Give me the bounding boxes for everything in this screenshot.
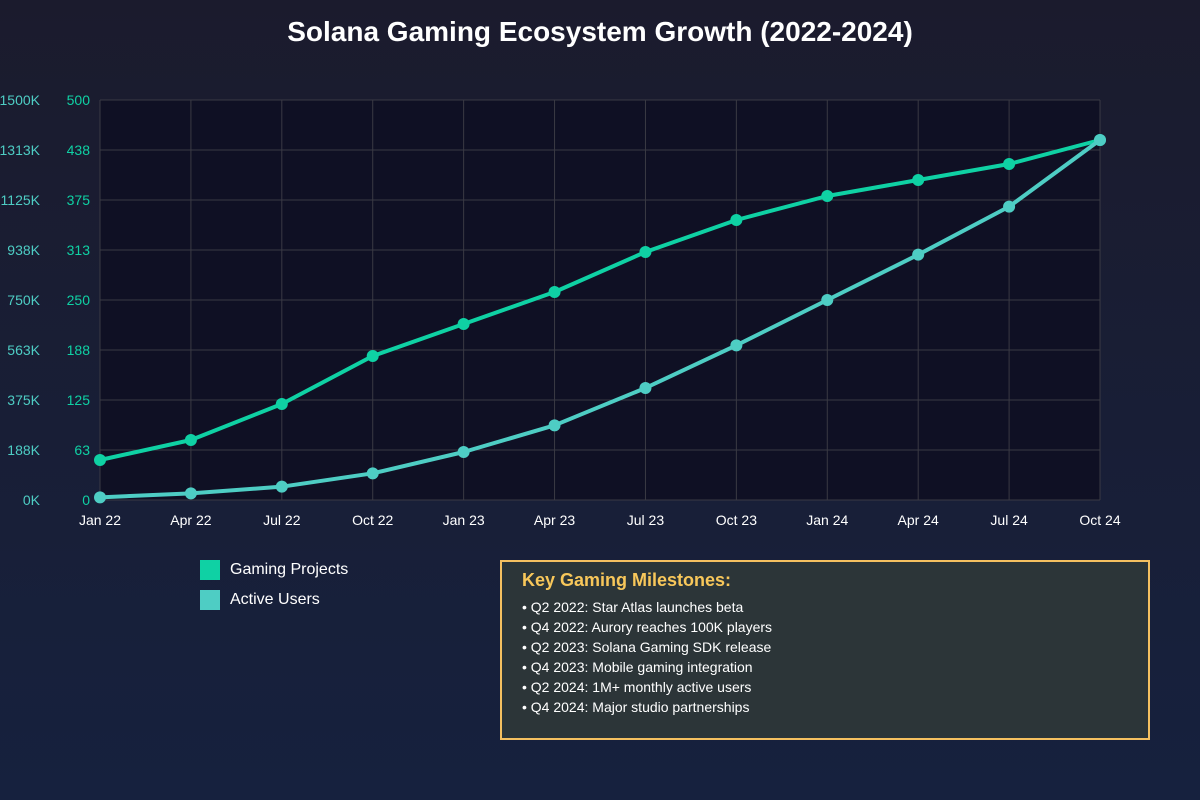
- x-tick-label: Jan 24: [806, 512, 848, 528]
- data-point-gaming-projects: [639, 246, 652, 258]
- data-point-gaming-projects: [821, 190, 834, 202]
- milestone-item: • Q2 2024: 1M+ monthly active users: [522, 679, 752, 695]
- x-tick-label: Jan 23: [443, 512, 485, 528]
- y-tick-label-users: 1500K: [0, 92, 41, 108]
- y-tick-label-projects: 63: [74, 442, 90, 458]
- y-axis-users-ticks: 0K 188K 375K 563K 750K 938K 1125K 1313K 1500K: [0, 92, 41, 508]
- series: [94, 134, 1106, 504]
- x-tick-label: Oct 23: [716, 512, 757, 528]
- y-tick-label-projects: 438: [67, 142, 91, 158]
- legend-item-active-users: Active Users: [200, 590, 348, 610]
- x-tick-label: Apr 22: [170, 512, 211, 528]
- legend-item-gaming-projects: Gaming Projects: [200, 560, 348, 580]
- y-tick-label-users: 1125K: [1, 192, 41, 208]
- milestone-item: • Q4 2022: Aurory reaches 100K players: [522, 619, 773, 635]
- legend: Gaming Projects Active Users: [200, 560, 348, 620]
- data-point-gaming-projects: [94, 454, 106, 466]
- y-tick-label-projects: 500: [67, 92, 91, 108]
- y-tick-label-projects: 0: [82, 492, 90, 508]
- series-line-active-users: [99, 138, 1102, 500]
- x-tick-label: Oct 24: [1079, 512, 1120, 528]
- milestone-item: • Q4 2023: Mobile gaming integration: [522, 659, 753, 675]
- y-tick-label-users: 375K: [7, 392, 40, 408]
- data-point-active-users: [821, 294, 834, 306]
- data-point-active-users: [1094, 134, 1106, 146]
- x-axis-ticks: Jan 22 Apr 22 Jul 22 Oct 22 Jan 23 Apr 23 Jul …: [79, 512, 1121, 528]
- legend-swatch-active-users: [200, 590, 220, 610]
- y-tick-label-users: 188K: [7, 442, 40, 458]
- data-point-active-users: [275, 480, 288, 493]
- data-point-active-users: [1003, 200, 1016, 213]
- x-tick-label: Apr 23: [534, 512, 575, 528]
- data-point-active-users: [457, 446, 470, 458]
- data-point-gaming-projects: [275, 398, 288, 410]
- data-point-gaming-projects: [548, 286, 561, 298]
- data-point-gaming-projects: [366, 350, 379, 362]
- y-tick-label-users: 938K: [7, 242, 40, 258]
- legend-label: Active Users: [230, 591, 320, 608]
- y-axis-projects-ticks: 0 63 125 188 250 313 375 438 500: [67, 92, 91, 508]
- x-tick-label: Oct 22: [352, 512, 393, 528]
- data-point-gaming-projects: [457, 318, 470, 330]
- y-tick-label-projects: 125: [67, 392, 91, 408]
- y-tick-label-projects: 188: [67, 342, 91, 358]
- y-tick-label-users: 563K: [7, 342, 40, 358]
- legend-label: Gaming Projects: [230, 561, 349, 578]
- data-point-active-users: [184, 487, 197, 500]
- x-tick-label: Jul 24: [990, 512, 1028, 528]
- y-tick-label-projects: 313: [67, 242, 91, 258]
- data-point-gaming-projects: [912, 174, 925, 186]
- milestones-box: Key Gaming Milestones: • Q2 2022: Star A…: [500, 560, 1150, 740]
- y-tick-label-users: 1313K: [0, 142, 41, 158]
- y-tick-label-projects: 375: [67, 192, 91, 208]
- data-point-gaming-projects: [184, 434, 197, 446]
- x-tick-label: Jan 22: [79, 512, 121, 528]
- series-line-gaming-projects: [99, 138, 1101, 462]
- chart-title: Solana Gaming Ecosystem Growth (2022-202…: [287, 16, 913, 47]
- y-tick-label-users: 750K: [7, 292, 40, 308]
- milestone-item: • Q4 2024: Major studio partnerships: [522, 699, 750, 715]
- milestones-title: Key Gaming Milestones:: [522, 570, 732, 590]
- x-tick-label: Jul 23: [627, 512, 665, 528]
- data-point-active-users: [639, 382, 652, 394]
- y-tick-label-users: 0K: [23, 492, 41, 508]
- legend-swatch-gaming-projects: [200, 560, 220, 580]
- data-point-active-users: [94, 491, 106, 504]
- data-point-active-users: [366, 467, 379, 480]
- milestone-item: • Q2 2023: Solana Gaming SDK release: [522, 639, 772, 655]
- milestone-item: • Q2 2022: Star Atlas launches beta: [522, 599, 744, 615]
- x-tick-label: Jul 22: [263, 512, 301, 528]
- data-point-gaming-projects: [730, 214, 743, 226]
- grid: [99, 99, 1101, 501]
- x-tick-label: Apr 24: [898, 512, 939, 528]
- data-point-active-users: [730, 339, 743, 352]
- data-point-gaming-projects: [1003, 158, 1016, 170]
- y-tick-label-projects: 250: [67, 292, 91, 308]
- data-point-active-users: [548, 419, 561, 432]
- data-point-active-users: [912, 248, 925, 261]
